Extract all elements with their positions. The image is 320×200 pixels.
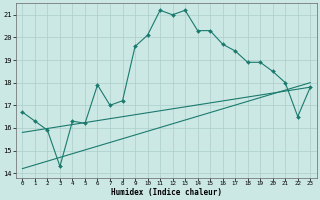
X-axis label: Humidex (Indice chaleur): Humidex (Indice chaleur) — [111, 188, 222, 197]
